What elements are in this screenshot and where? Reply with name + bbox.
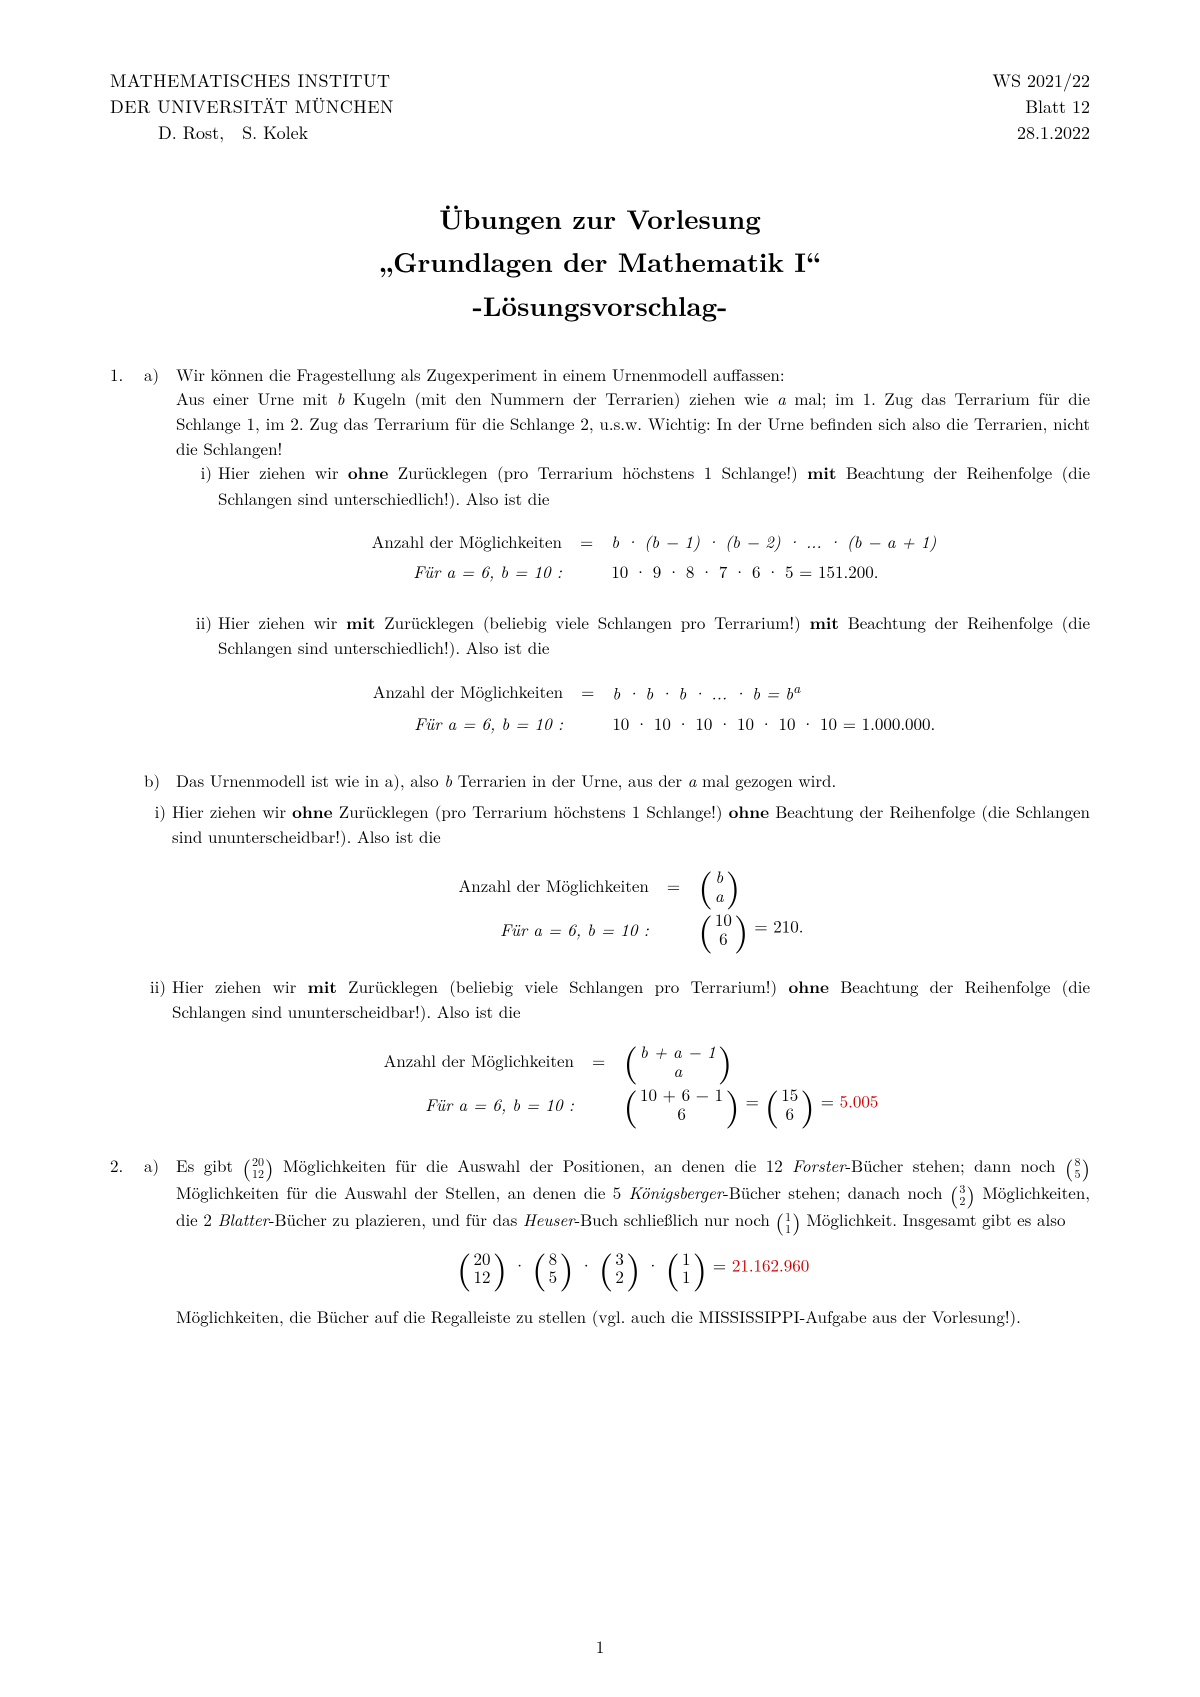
para-1a-i: Hier ziehen wir ohne Zurücklegen (pro Te… — [218, 460, 1090, 510]
math-label: Für a = 6, b = 10 : — [378, 1083, 580, 1124]
math-label: Für a = 6, b = 10 : — [367, 709, 569, 738]
sheet-number: Blatt 12 — [992, 94, 1090, 120]
math-expr: b · (b − 1) · (b − 2) · ... · (b − a + 1… — [605, 527, 942, 556]
math-label: Anzahl der Möglichkeiten — [378, 1040, 580, 1081]
subpart-1a-ii-body: Hier ziehen wir mit Zurücklegen (beliebi… — [218, 610, 1090, 758]
part-2a: a) Es gibt (2012) Möglichkeiten für die … — [144, 1153, 1090, 1329]
math-1b-i: Anzahl der Möglichkeiten = (ba) Für a = … — [172, 863, 1090, 952]
math-1b-ii: Anzahl der Möglichkeiten = (b + a − 1a) … — [172, 1038, 1090, 1127]
part-label: a) — [144, 362, 176, 762]
subpart-1a-i: i) Hier ziehen wir ohne Zurücklegen (pro… — [176, 460, 1090, 606]
title-block: Übungen zur Vorlesung „Grundlagen der Ma… — [110, 198, 1090, 323]
part-2a-body: Es gibt (2012) Möglichkeiten für die Aus… — [176, 1153, 1090, 1329]
para-1a-intro: Wir können die Fragestellung als Zugexpe… — [176, 362, 1090, 461]
subpart-label: i) — [144, 799, 172, 970]
para-1b-ii: Hier ziehen wir mit Zurücklegen (beliebi… — [172, 974, 1090, 1024]
page-number: 1 — [0, 1634, 1200, 1659]
math-expr: (2012) · (85) · (32) · (11) = 21.162.960 — [457, 1249, 810, 1286]
title-line-1: Übungen zur Vorlesung — [110, 198, 1090, 237]
part-1b-body: Das Urnenmodell ist wie in a), also b Te… — [176, 768, 1090, 793]
math-expr: (ba) — [692, 865, 809, 906]
subpart-label: i) — [190, 460, 218, 606]
problem-1: 1. a) Wir können die Fragestellung als Z… — [110, 362, 1090, 1149]
result-highlighted: 5.005 — [840, 1089, 879, 1113]
part-1a-body: Wir können die Fragestellung als Zugexpe… — [176, 362, 1090, 762]
document-header: MATHEMATISCHES INSTITUT DER UNIVERSITÄT … — [110, 68, 1090, 146]
problem-number: 1. — [110, 362, 144, 1149]
math-result: (10 + 6 − 16) = (156) = 5.005 — [617, 1083, 884, 1124]
part-label: b) — [144, 768, 176, 793]
para-2a-after: Möglichkeiten, die Bücher auf die Regall… — [176, 1304, 1090, 1329]
institute-line-2: DER UNIVERSITÄT MÜNCHEN — [110, 94, 394, 120]
para-1b-intro: Das Urnenmodell ist wie in a), also b Te… — [176, 768, 1090, 793]
problem-list: 1. a) Wir können die Fragestellung als Z… — [110, 362, 1090, 1335]
math-1a-ii: Anzahl der Möglichkeiten = b · b · b · .… — [218, 674, 1090, 740]
problem-2: 2. a) Es gibt (2012) Möglichkeiten für d… — [110, 1153, 1090, 1335]
math-label: Anzahl der Möglichkeiten — [367, 676, 569, 707]
problem-1-body: a) Wir können die Fragestellung als Zuge… — [144, 362, 1090, 1149]
para-1b-i: Hier ziehen wir ohne Zurücklegen (pro Te… — [172, 799, 1090, 849]
math-label: Für a = 6, b = 10 : — [366, 557, 568, 586]
problem-number: 2. — [110, 1153, 144, 1335]
subpart-1a-i-body: Hier ziehen wir ohne Zurücklegen (pro Te… — [218, 460, 1090, 606]
header-left: MATHEMATISCHES INSTITUT DER UNIVERSITÄT … — [110, 68, 394, 146]
math-expr: (b + a − 1a) — [617, 1040, 884, 1081]
subpart-label: ii) — [144, 974, 172, 1145]
authors-line: D. Rost, S. Kolek — [110, 120, 394, 146]
math-result: 10 · 9 · 8 · 7 · 6 · 5 = 151.200. — [605, 557, 942, 586]
subpart-1b-ii-body: Hier ziehen wir mit Zurücklegen (beliebi… — [172, 974, 1090, 1145]
subpart-1b-i: i) Hier ziehen wir ohne Zurücklegen (pro… — [144, 799, 1090, 970]
math-label: Für a = 6, b = 10 : — [453, 908, 655, 949]
result-highlighted: 21.162.960 — [732, 1252, 809, 1276]
subpart-1b-ii: ii) Hier ziehen wir mit Zurücklegen (bel… — [144, 974, 1090, 1145]
part-1b: b) Das Urnenmodell ist wie in a), also b… — [144, 768, 1090, 793]
part-1a: a) Wir können die Fragestellung als Zuge… — [144, 362, 1090, 762]
subpart-label: ii) — [190, 610, 218, 758]
header-right: WS 2021/22 Blatt 12 28.1.2022 — [992, 68, 1090, 146]
math-1a-i: Anzahl der Möglichkeiten = b · (b − 1) ·… — [218, 525, 1090, 588]
math-result: 10 · 10 · 10 · 10 · 10 · 10 = 1.000.000. — [606, 709, 941, 738]
problem-2-body: a) Es gibt (2012) Möglichkeiten für die … — [144, 1153, 1090, 1335]
para-1a-ii: Hier ziehen wir mit Zurücklegen (beliebi… — [218, 610, 1090, 660]
title-line-3: -Lösungsvorschlag- — [110, 285, 1090, 324]
para-2a: Es gibt (2012) Möglichkeiten für die Aus… — [176, 1153, 1090, 1235]
date: 28.1.2022 — [992, 120, 1090, 146]
institute-line-1: MATHEMATISCHES INSTITUT — [110, 68, 394, 94]
subpart-1b-i-body: Hier ziehen wir ohne Zurücklegen (pro Te… — [172, 799, 1090, 970]
math-label: Anzahl der Möglichkeiten — [453, 865, 655, 906]
semester: WS 2021/22 — [992, 68, 1090, 94]
math-result: (106) = 210. — [692, 908, 809, 949]
math-expr: b · b · b · ... · b = ba — [606, 676, 941, 707]
title-line-2: „Grundlagen der Mathematik I“ — [110, 241, 1090, 280]
subpart-1a-ii: ii) Hier ziehen wir mit Zurücklegen (bel… — [176, 610, 1090, 758]
part-label: a) — [144, 1153, 176, 1329]
math-2a: (2012) · (85) · (32) · (11) = 21.162.960 — [176, 1249, 1090, 1286]
math-label: Anzahl der Möglichkeiten — [366, 527, 568, 556]
